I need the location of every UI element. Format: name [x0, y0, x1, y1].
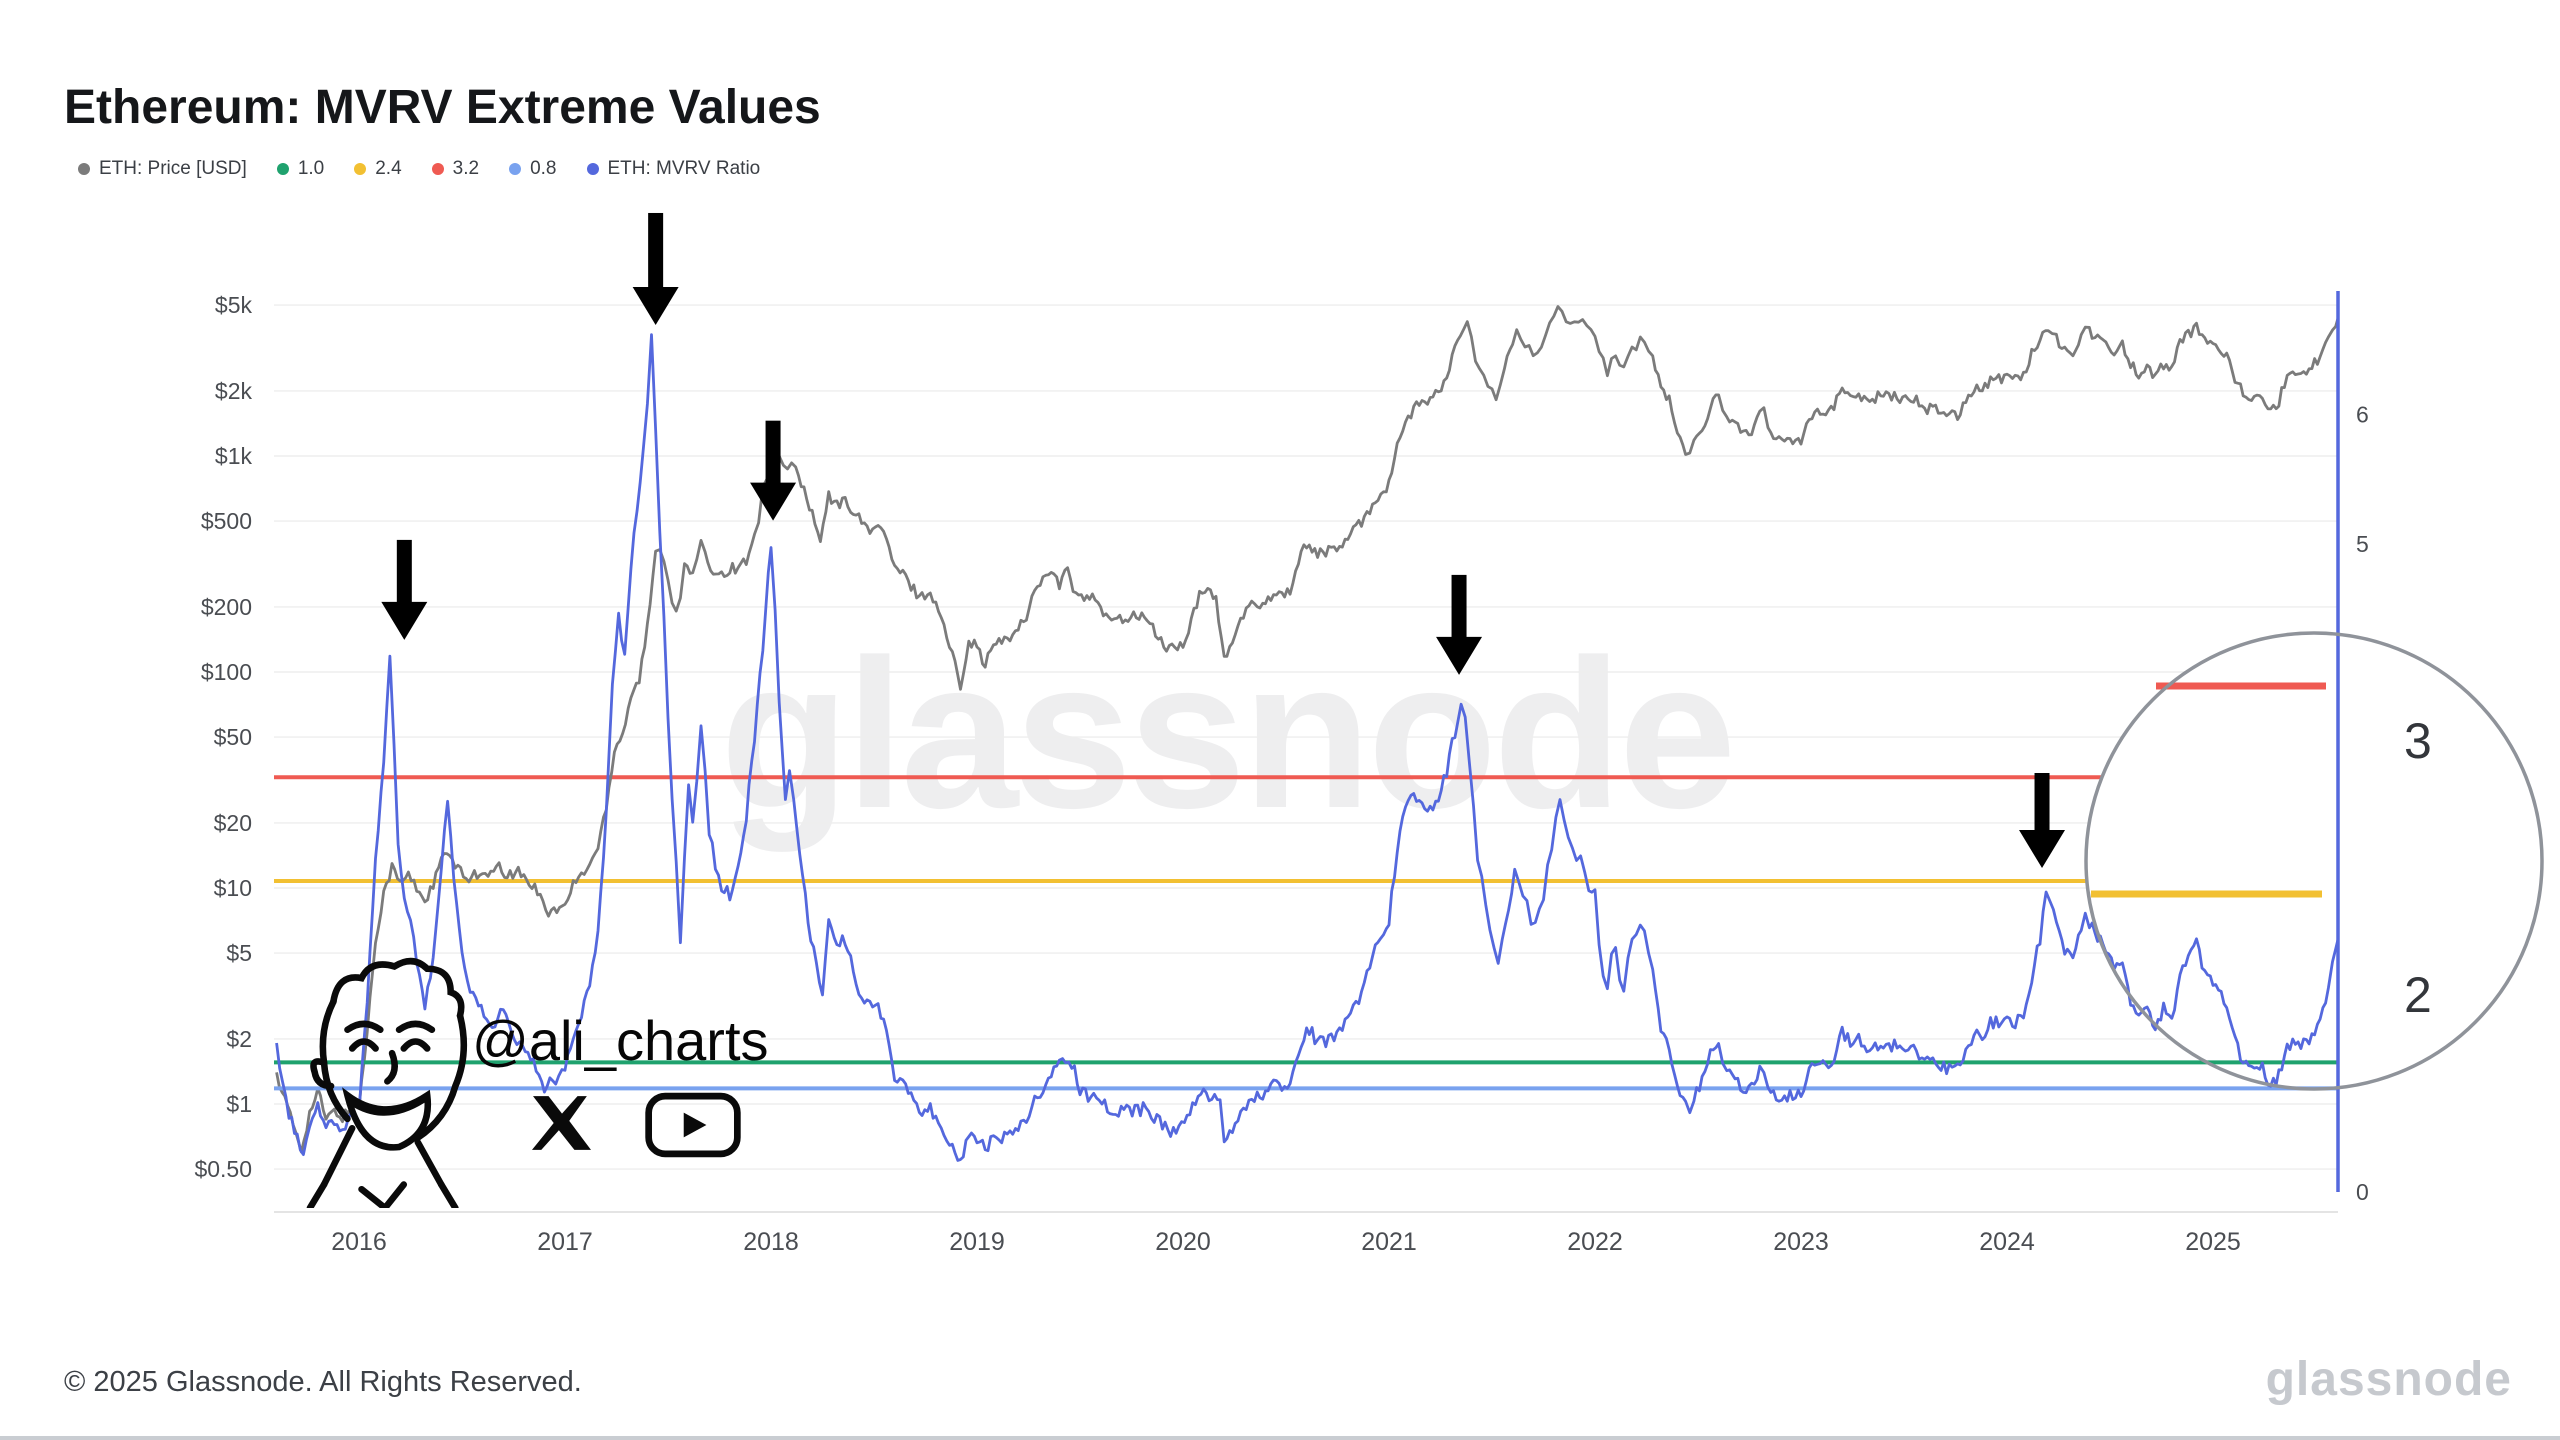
y-left-tick: $50 — [214, 724, 252, 750]
y-left-tick: $20 — [214, 810, 252, 836]
magnified-tick-3: 3 — [2404, 713, 2432, 769]
y-left-tick: $100 — [201, 659, 252, 685]
eth-mvrv-line — [275, 333, 2340, 1162]
legend-label: 3.2 — [452, 158, 480, 179]
y-left-tick: $10 — [214, 875, 252, 901]
peak-arrow-shaft-2 — [765, 420, 781, 485]
page-title: Ethereum: MVRV Extreme Values — [64, 81, 821, 135]
legend-dot — [78, 163, 90, 175]
peak-arrow-shaft-4 — [2034, 773, 2050, 832]
legend-dot — [276, 163, 289, 175]
ali-charts-avatar — [306, 957, 468, 1208]
legend-label: ETH: Price [USD] — [99, 158, 247, 179]
legend-dot — [509, 163, 522, 175]
x-tick-2016: 2016 — [331, 1228, 387, 1256]
x-tick-2020: 2020 — [1155, 1228, 1211, 1256]
peak-arrow-shaft-3 — [1451, 574, 1467, 639]
magnified-tick-2: 2 — [2404, 967, 2432, 1023]
legend-label: 1.0 — [297, 158, 325, 179]
peak-arrow-shaft-1 — [648, 212, 664, 289]
x-tick-2017: 2017 — [537, 1228, 593, 1256]
legend-dot — [586, 163, 599, 175]
x-tick-2024: 2024 — [1979, 1228, 2035, 1256]
y-left-tick: $500 — [201, 508, 252, 534]
y-left-tick: $200 — [201, 594, 252, 620]
y-left-tick: $1 — [226, 1091, 252, 1117]
legend: ETH: Price [USD] 1.0 2.4 3.2 0.8 ETH: MVRV Ra… — [78, 158, 760, 180]
y-left-tick: $2 — [226, 1026, 252, 1052]
y-right-tick: 6 — [2356, 401, 2369, 427]
credit-handle: @ali_charts — [472, 1009, 769, 1072]
legend-dot — [354, 163, 367, 175]
legend-label: 2.4 — [375, 158, 402, 179]
legend-label: ETH: MVRV Ratio — [607, 158, 761, 179]
legend-label: 0.8 — [530, 158, 557, 179]
x-tick-2025: 2025 — [2185, 1228, 2241, 1256]
y-right-tick: 0 — [2356, 1179, 2369, 1205]
footer-copyright: © 2025 Glassnode. All Rights Reserved. — [64, 1366, 582, 1398]
magnifier-circle — [2084, 631, 2544, 1091]
legend-item-3[interactable]: 3.2 — [431, 158, 480, 180]
peak-arrow-icon-1 — [632, 286, 679, 325]
x-tick-2019: 2019 — [949, 1228, 1005, 1256]
x-tick-2022: 2022 — [1567, 1228, 1623, 1256]
peak-arrow-icon-2 — [750, 482, 797, 521]
x-tick-2018: 2018 — [743, 1228, 799, 1256]
y-left-tick: $5k — [215, 292, 253, 318]
y-left-tick: $2k — [215, 378, 253, 404]
legend-item-4[interactable]: 0.8 — [509, 158, 557, 180]
legend-item-5[interactable]: ETH: MVRV Ratio — [586, 158, 761, 180]
peak-arrow-shaft-0 — [396, 539, 412, 604]
x-logo-icon — [531, 1096, 591, 1150]
x-tick-2023: 2023 — [1773, 1228, 1829, 1256]
y-right-tick: 5 — [2356, 531, 2369, 557]
peak-arrow-icon-3 — [1436, 636, 1483, 675]
y-left-tick: $5 — [226, 940, 252, 966]
legend-item-1[interactable]: 1.0 — [276, 158, 325, 180]
peak-arrow-icon-4 — [2019, 830, 2066, 868]
legend-item-0[interactable]: ETH: Price [USD] — [78, 158, 247, 180]
youtube-icon — [645, 1092, 741, 1158]
x-tick-2021: 2021 — [1361, 1228, 1417, 1256]
y-left-tick: $0.50 — [194, 1156, 252, 1182]
magnifier-fill — [2086, 633, 2542, 1089]
peak-arrow-icon-0 — [381, 601, 428, 640]
eth-price-line — [275, 305, 2340, 1154]
glassnode-logo: glassnode — [2265, 1353, 2512, 1406]
legend-item-2[interactable]: 2.4 — [354, 158, 402, 180]
legend-dot — [431, 163, 444, 175]
y-left-tick: $1k — [215, 443, 253, 469]
